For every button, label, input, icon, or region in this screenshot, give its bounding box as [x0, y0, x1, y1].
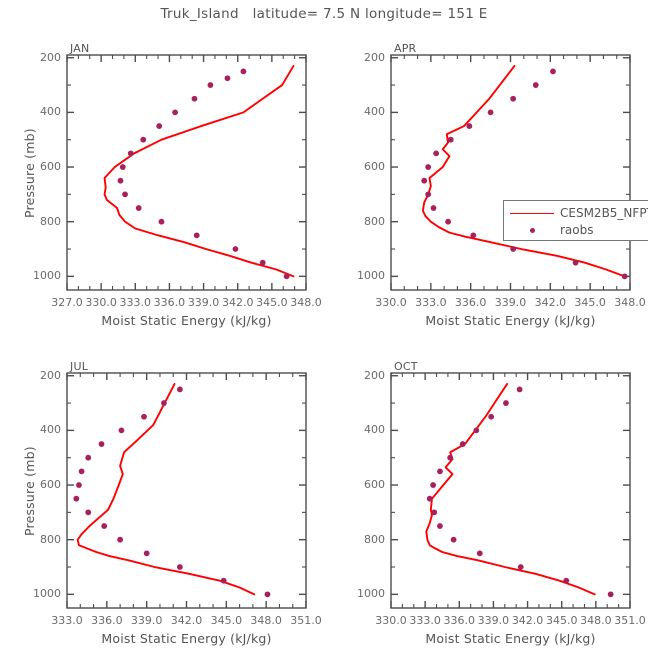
xtick-label: 351.0 [290, 614, 322, 627]
ytick-label: 600 [40, 160, 61, 174]
ytick-label: 600 [364, 160, 385, 174]
ytick-label: 1000 [33, 587, 61, 601]
panel-oct-label: OCT [394, 360, 418, 373]
panel-jan: JAN 327.0 330.0 333.0 336.0 339.0 342.0 345.0 3… [0, 0, 324, 330]
xtick-label: 348.0 [580, 614, 612, 627]
marker-swatch-icon [510, 227, 554, 233]
xtick-label: 339.0 [187, 296, 220, 309]
ytick-label: 1000 [33, 269, 61, 283]
ytick-label: 800 [40, 214, 61, 228]
y-axis-title: Pressure (mb) [22, 445, 37, 536]
xtick-label: 336.0 [454, 296, 487, 309]
xtick-label: 336.0 [443, 614, 476, 627]
ytick-label: 800 [364, 532, 385, 546]
ytick-label: 800 [40, 532, 61, 546]
panel-apr-plot [390, 54, 631, 291]
panel-oct-plot [390, 372, 631, 609]
ytick-label: 400 [364, 105, 385, 119]
legend-entry-marker[interactable]: raobs [510, 223, 594, 237]
xtick-label: 333.0 [409, 614, 441, 627]
x-axis-title: Moist Static Energy (kJ/kg) [101, 631, 272, 646]
xtick-label: 333.0 [415, 296, 447, 309]
xtick-label: 348.0 [290, 296, 322, 309]
x-axis-title: Moist Static Energy (kJ/kg) [425, 631, 596, 646]
ytick-label: 800 [364, 214, 385, 228]
ytick-label: 200 [364, 368, 385, 382]
legend-entry-line[interactable]: CESM2B5_NFPTA [510, 206, 648, 220]
legend-marker-label: raobs [560, 223, 594, 237]
xtick-label: 351.0 [614, 614, 646, 627]
ytick-label: 200 [40, 50, 61, 64]
x-axis-title: Moist Static Energy (kJ/kg) [425, 313, 596, 328]
ytick-label: 600 [364, 478, 385, 492]
xtick-label: 330.0 [85, 296, 117, 309]
panel-jul: JUL 333.0 336.0 339.0 342.0 345.0 348.0 351.0 M… [0, 318, 324, 648]
ytick-label: 1000 [357, 269, 385, 283]
panel-jul-plot [66, 372, 307, 609]
panel-apr: APR 330.0 333.0 336.0 339.0 342.0 345.0 348.0 M… [324, 0, 648, 330]
panel-apr-label: APR [394, 42, 417, 55]
xtick-label: 348.0 [614, 296, 646, 309]
ytick-label: 400 [364, 423, 385, 437]
xtick-label: 342.0 [170, 614, 203, 627]
y-axis-title: Pressure (mb) [22, 127, 37, 218]
xtick-label: 339.0 [130, 614, 163, 627]
xtick-label: 342.0 [534, 296, 567, 309]
line-swatch-icon [510, 212, 554, 214]
legend: CESM2B5_NFPTA raobs [503, 200, 648, 241]
ytick-label: 400 [40, 423, 61, 437]
panel-oct: OCT 330.0 333.0 336.0 339.0 342.0 345.0 348.0 3… [324, 318, 648, 648]
xtick-label: 342.0 [221, 296, 254, 309]
xtick-label: 333.0 [51, 614, 83, 627]
panel-jan-plot [66, 54, 307, 291]
xtick-label: 330.0 [375, 296, 407, 309]
ytick-label: 200 [40, 368, 61, 382]
ytick-label: 400 [40, 105, 61, 119]
xtick-label: 342.0 [511, 614, 544, 627]
xtick-label: 333.0 [119, 296, 152, 309]
xtick-label: 330.0 [375, 614, 407, 627]
figure-title: Truk_Island latitude= 7.5 N longitude= 1… [160, 6, 488, 22]
x-axis-title: Moist Static Energy (kJ/kg) [101, 313, 272, 328]
legend-line-label: CESM2B5_NFPTA [560, 206, 648, 220]
xtick-label: 339.0 [477, 614, 510, 627]
xtick-label: 345.0 [256, 296, 288, 309]
ytick-label: 1000 [357, 587, 385, 601]
xtick-label: 336.0 [91, 614, 123, 627]
xtick-label: 327.0 [51, 296, 83, 309]
xtick-label: 345.0 [545, 614, 578, 627]
ytick-label: 600 [40, 478, 61, 492]
panel-jan-label: JAN [70, 42, 90, 55]
xtick-label: 348.0 [250, 614, 282, 627]
xtick-label: 336.0 [153, 296, 186, 309]
ytick-label: 200 [364, 50, 385, 64]
xtick-label: 345.0 [210, 614, 243, 627]
xtick-label: 339.0 [494, 296, 527, 309]
panel-jul-label: JUL [70, 360, 89, 373]
xtick-label: 345.0 [574, 296, 606, 309]
